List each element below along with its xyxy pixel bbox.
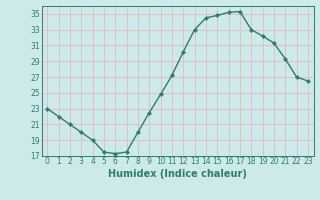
X-axis label: Humidex (Indice chaleur): Humidex (Indice chaleur) xyxy=(108,169,247,179)
